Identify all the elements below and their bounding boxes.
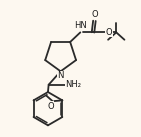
Text: NH₂: NH₂ (66, 80, 81, 89)
Text: N: N (57, 71, 64, 80)
Text: HN: HN (74, 21, 87, 30)
Text: O: O (91, 10, 98, 19)
Text: O: O (106, 28, 112, 37)
Text: O: O (47, 102, 54, 111)
